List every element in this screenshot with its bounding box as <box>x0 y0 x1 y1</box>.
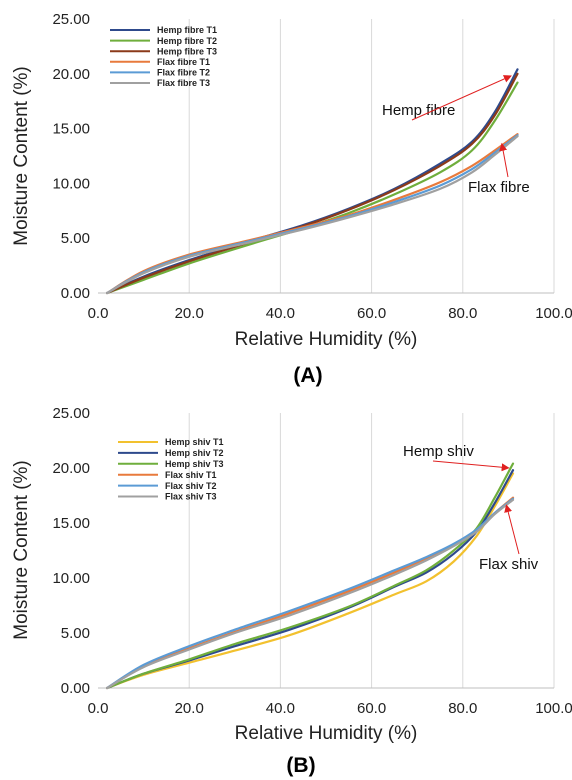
y-tick-label: 5.00 <box>61 230 90 247</box>
legend-label: Flax fibre T3 <box>157 78 210 88</box>
annotation-label: Flax shiv <box>479 556 539 573</box>
chart-panel-a: 0.0 20.0 40.0 60.0 80.0 100.0 0.00 5.00 10.00 15.… <box>11 11 572 387</box>
chart-panel-b: 0.0 20.0 40.0 60.0 80.0 100.0 0.00 5.00 10.00 15.… <box>11 405 572 777</box>
x-tick-label: 40.0 <box>266 700 295 717</box>
annotation-label: Hemp shiv <box>403 443 474 460</box>
legend-label: Hemp fibre T2 <box>157 36 217 46</box>
series-line-flax-shiv-t3 <box>106 498 515 690</box>
legend-label: Flax shiv T1 <box>165 470 217 480</box>
annotation-arrow <box>432 460 510 472</box>
legend-label: Flax shiv T3 <box>165 492 217 502</box>
annotation-arrow <box>499 142 509 178</box>
annotation-arrow <box>411 75 512 121</box>
x-tick-label: 40.0 <box>266 305 295 322</box>
annotation-label: Hemp fibre <box>382 102 455 119</box>
x-tick-label: 80.0 <box>448 305 477 322</box>
series-line-hemp-shiv-t3 <box>106 462 515 690</box>
y-tick-label: 10.00 <box>52 175 90 192</box>
y-tick-label: 20.00 <box>52 66 90 83</box>
x-tick-label: 100.0 <box>535 700 572 717</box>
y-tick-label: 0.00 <box>61 680 90 697</box>
series-line-flax-fibre-t3 <box>106 135 519 295</box>
legend-label: Hemp shiv T3 <box>165 459 224 469</box>
x-tick-label: 20.0 <box>175 700 204 717</box>
x-axis-title: Relative Humidity (%) <box>235 723 418 744</box>
series-line-hemp-fibre-t2 <box>106 81 519 295</box>
y-tick-label: 20.00 <box>52 460 90 477</box>
y-axis-title: Moisture Content (%) <box>11 66 32 246</box>
y-tick-label: 0.00 <box>61 285 90 302</box>
legend-label: Flax fibre T2 <box>157 68 210 78</box>
y-axis-title: Moisture Content (%) <box>11 460 32 640</box>
y-tick-label: 10.00 <box>52 570 90 587</box>
x-tick-label: 60.0 <box>357 305 386 322</box>
annotation-label: Flax fibre <box>468 179 530 196</box>
x-tick-label: 0.0 <box>88 700 109 717</box>
legend-label: Flax shiv T2 <box>165 481 217 491</box>
panel-label: (A) <box>293 364 322 387</box>
y-tick-label: 5.00 <box>61 625 90 642</box>
legend-label: Flax fibre T1 <box>157 57 210 67</box>
y-tick-label: 25.00 <box>52 405 90 422</box>
y-tick-label: 15.00 <box>52 121 90 138</box>
y-tick-label: 15.00 <box>52 515 90 532</box>
x-tick-label: 0.0 <box>88 305 109 322</box>
legend-label: Hemp shiv T2 <box>165 448 224 458</box>
x-axis-title: Relative Humidity (%) <box>235 329 418 350</box>
annotation-arrow <box>504 504 520 555</box>
x-tick-label: 20.0 <box>175 305 204 322</box>
x-tick-label: 100.0 <box>535 305 572 322</box>
series-line-hemp-shiv-t1 <box>106 472 515 690</box>
panel-label: (B) <box>286 754 315 777</box>
series-line-hemp-fibre-t3 <box>106 72 519 295</box>
series-line-flax-shiv-t1 <box>106 496 515 690</box>
y-tick-label: 25.00 <box>52 11 90 28</box>
legend-label: Hemp shiv T1 <box>165 437 224 447</box>
x-tick-label: 80.0 <box>448 700 477 717</box>
x-tick-label: 60.0 <box>357 700 386 717</box>
legend-label: Hemp fibre T3 <box>157 46 217 56</box>
series-line-flax-shiv-t2 <box>106 497 515 690</box>
legend-label: Hemp fibre T1 <box>157 25 217 35</box>
